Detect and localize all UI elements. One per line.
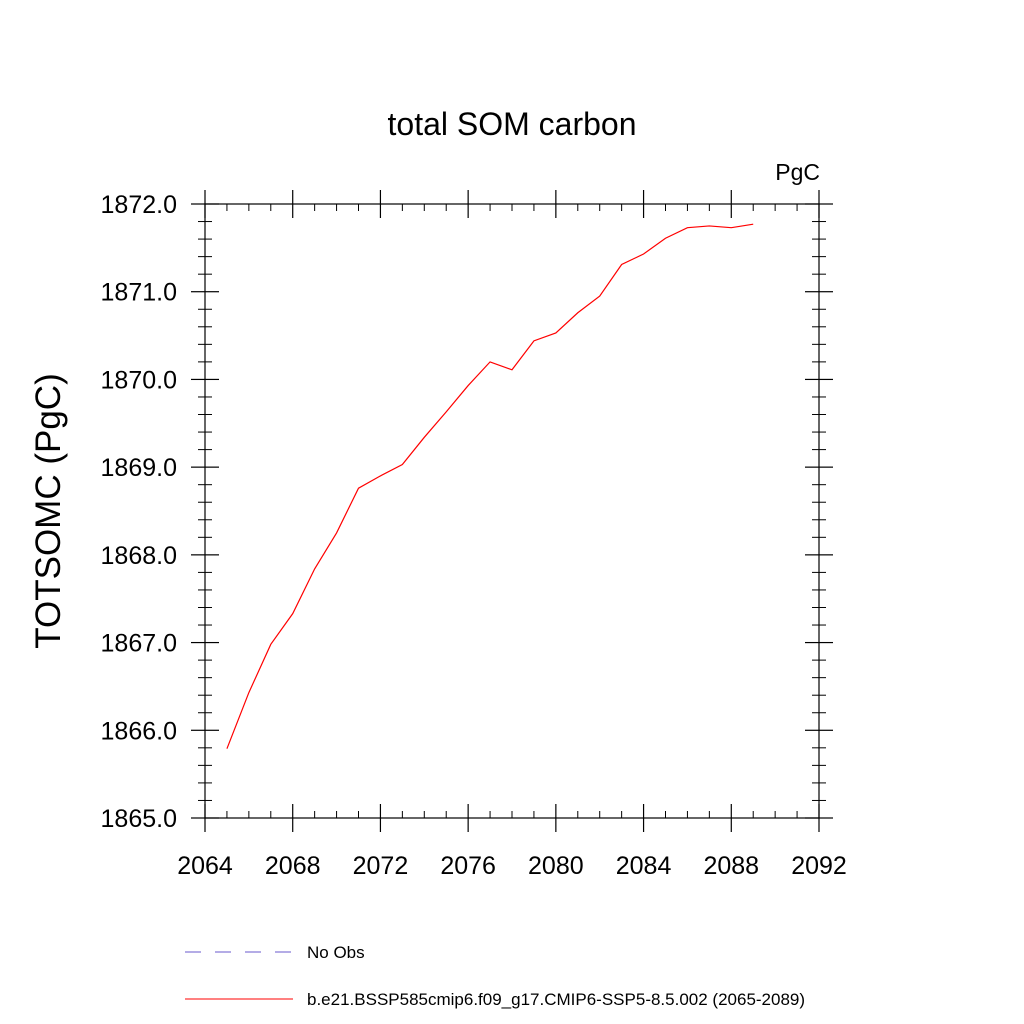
x-tick-label: 2080: [528, 852, 584, 880]
plot-frame: [204, 203, 820, 819]
legend-entry-1: b.e21.BSSP585cmip6.f09_g17.CMIP6-SSP5-8.…: [307, 990, 805, 1009]
y-tick-label: 1867.0: [101, 630, 177, 658]
chart-title: total SOM carbon: [388, 106, 637, 142]
series-line-1: [226, 223, 754, 749]
x-tick-label: 2088: [703, 852, 759, 880]
units-label: PgC: [775, 159, 820, 185]
x-tick-label: 2084: [616, 852, 672, 880]
x-tick-label: 2072: [353, 852, 409, 880]
y-tick-label: 1871.0: [101, 279, 177, 307]
axis-ticks: [191, 190, 833, 832]
y-tick-label: 1870.0: [101, 366, 177, 394]
y-tick-label: 1868.0: [101, 542, 177, 570]
axis-tick-labels: 2064 2068 2072 2076 2080 2084 2088 2092 1865.0 18…: [101, 191, 847, 880]
x-tick-label: 2068: [265, 852, 321, 880]
x-tick-label: 2092: [791, 852, 847, 880]
x-tick-label: 2076: [440, 852, 496, 880]
legend: No Obs b.e21.BSSP585cmip6.f09_g17.CMIP6-S…: [185, 943, 805, 1009]
series-layer: [226, 223, 754, 749]
y-axis-label: TOTSOMC (PgC): [29, 373, 68, 648]
y-tick-label: 1872.0: [101, 191, 177, 219]
y-tick-label: 1866.0: [101, 717, 177, 745]
y-tick-label: 1865.0: [101, 805, 177, 833]
x-tick-label: 2064: [177, 852, 233, 880]
legend-entry-0: No Obs: [307, 943, 365, 962]
y-tick-label: 1869.0: [101, 454, 177, 482]
